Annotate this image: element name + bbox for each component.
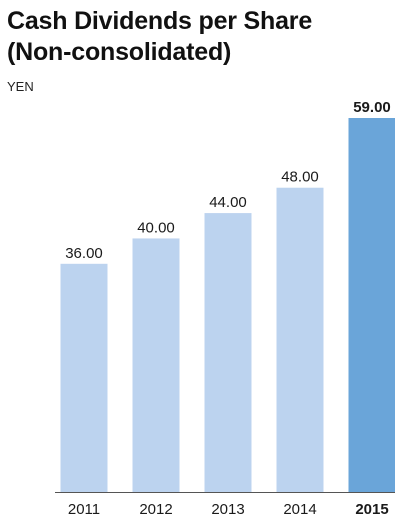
value-label-2012: 40.00 [137,219,175,236]
bar-2015 [348,118,395,492]
x-tick-2012: 2012 [139,501,172,518]
chart-title-line-1: Cash Dividends per Share [7,7,313,35]
bar-2012 [132,238,180,492]
chart-title: Cash Dividends per Share (Non-consolidat… [7,6,312,68]
x-tick-2011: 2011 [68,501,100,518]
x-tick-2013: 2013 [211,501,244,518]
value-label-2014: 48.00 [281,169,319,186]
bar-2014 [276,187,324,492]
value-label-2011: 36.00 [65,245,103,262]
value-label-2013: 44.00 [209,194,247,211]
x-tick-2015: 2015 [355,501,388,518]
x-tick-2014: 2014 [283,501,316,518]
unit-label: YEN [7,79,34,94]
chart-title-line-2: (Non-consolidated) [7,38,232,66]
value-label-2015: 59.00 [353,99,391,116]
bar-2011 [60,263,108,492]
bar-2013 [204,213,252,492]
